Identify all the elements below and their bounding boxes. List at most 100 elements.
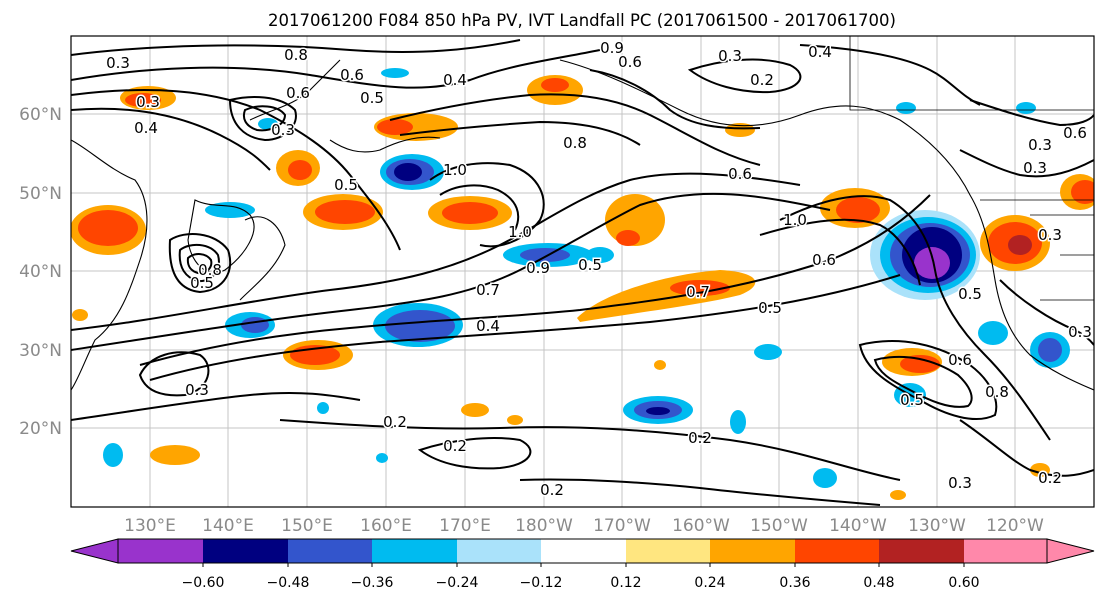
latitude-labels: 60°N 50°N 40°N 30°N 20°N xyxy=(19,105,62,439)
contour-label: 0.9 xyxy=(600,39,624,57)
contour-line xyxy=(389,93,761,166)
contour-line xyxy=(687,58,802,94)
ivt-contours xyxy=(71,39,1094,506)
coastlines xyxy=(71,36,1094,391)
contour-line xyxy=(799,44,981,106)
contour-line xyxy=(71,39,521,56)
colorbar-segment xyxy=(118,539,203,563)
longitude-label: 160°W xyxy=(672,516,730,536)
border-line xyxy=(1040,254,1094,301)
colorbar-tick-label: 0.24 xyxy=(694,575,725,591)
colorbar-segment xyxy=(710,539,795,563)
pv-positive-area xyxy=(507,415,523,425)
contour-line xyxy=(149,274,901,381)
contour-line xyxy=(242,105,287,132)
contour-label: 0.6 xyxy=(340,66,364,84)
contour-label: 0.3 xyxy=(271,121,295,139)
pv-negative-area xyxy=(813,468,837,488)
pv-negative-area xyxy=(646,407,670,415)
contour-label: 0.8 xyxy=(284,46,308,64)
pv-positive-area xyxy=(315,200,375,224)
contour-label: 0.4 xyxy=(134,119,158,137)
latitude-label: 60°N xyxy=(19,105,62,125)
pv-positive-area xyxy=(670,280,730,296)
contour-label: 0.6 xyxy=(618,53,642,71)
contour-line xyxy=(873,355,973,408)
pv-negative-area xyxy=(914,247,950,279)
pv-negative-area xyxy=(376,453,388,463)
contour-line xyxy=(71,49,601,89)
longitude-labels: 130°E 140°E 150°E 160°E 170°E 180°W 170°W 160°W… xyxy=(124,516,1044,536)
border-line xyxy=(849,36,1094,111)
pv-negative-area xyxy=(241,317,269,333)
pv-negative-area xyxy=(1038,338,1062,362)
contour-label: 0.5 xyxy=(190,274,214,292)
colorbar-tick-label: −0.12 xyxy=(520,575,563,591)
longitude-label: 140°E xyxy=(202,516,254,536)
pv-negative-area xyxy=(381,68,409,78)
kamchatka-coastline xyxy=(249,59,341,121)
contour-line xyxy=(71,192,831,351)
longitude-label: 130°W xyxy=(908,516,966,536)
contour-line xyxy=(139,194,931,366)
pv-negative-area xyxy=(520,248,570,262)
map-panel: 0.3 0.80.60.50.41.00.90.60.40.30.20.30.40… xyxy=(70,35,1095,508)
colorbar-segment xyxy=(288,539,372,563)
colorbar-tick-label: −0.36 xyxy=(351,575,394,591)
contour-line xyxy=(138,351,210,397)
contour-label: 0.3 xyxy=(185,381,209,399)
contour-line xyxy=(589,69,761,130)
longitude-label: 120°W xyxy=(986,516,1044,536)
pv-positive-area xyxy=(890,490,906,500)
contour-line xyxy=(71,391,361,421)
contour-label: 0.3 xyxy=(1028,136,1052,154)
longitude-label: 170°W xyxy=(593,516,651,536)
contour-line xyxy=(858,340,998,421)
colorbar xyxy=(70,538,1095,564)
pv-positive-area xyxy=(461,403,489,417)
contour-label: 0.5 xyxy=(360,89,384,107)
contour-label: 0.2 xyxy=(540,481,564,499)
contour-label: 0.8 xyxy=(985,383,1009,401)
colorbar-tick-label: 0.36 xyxy=(779,575,810,591)
aleutian-coastline xyxy=(329,136,441,153)
pv-positive-area xyxy=(654,360,666,370)
contour-line xyxy=(969,99,1094,127)
contour-label: 0.6 xyxy=(812,251,836,269)
pv-negative-area xyxy=(317,402,329,414)
colorbar-extend-high xyxy=(1046,538,1095,564)
pv-positive-area xyxy=(900,355,940,373)
map-frame xyxy=(70,35,1095,508)
contour-label: 0.3 xyxy=(1023,159,1047,177)
contour-line xyxy=(959,149,1094,178)
contour-label: 0.9 xyxy=(526,259,550,277)
longitude-label: 160°E xyxy=(360,516,412,536)
contour-line xyxy=(759,218,921,286)
contour-label: 0.4 xyxy=(443,71,467,89)
contour-label: 0.3 xyxy=(1068,323,1092,341)
pv-positive-area xyxy=(1071,180,1094,204)
contour-label: 0.4 xyxy=(808,43,832,61)
contour-line xyxy=(999,279,1094,346)
contour-line xyxy=(178,243,220,283)
contour-label: 0.2 xyxy=(688,429,712,447)
pv-shading xyxy=(71,68,1094,500)
contour-label: 0.2 xyxy=(383,413,407,431)
longitude-label: 170°E xyxy=(439,516,491,536)
contour-label: 1.0 xyxy=(508,223,532,241)
contour-line xyxy=(779,195,1051,441)
contour-label: 0.8 xyxy=(198,261,222,279)
contour-line xyxy=(71,172,801,331)
longitude-label: 150°E xyxy=(281,516,333,536)
contour-line xyxy=(228,96,297,142)
pv-positive-area xyxy=(725,123,755,137)
north-america-coastline xyxy=(559,59,1094,391)
contour-line xyxy=(279,419,901,481)
contour-label: 1.0 xyxy=(443,161,467,179)
contour-label: 0.6 xyxy=(728,165,752,183)
colorbar-tick-label: −0.60 xyxy=(182,575,225,591)
contour-label: 0.6 xyxy=(1063,124,1087,142)
pv-positive-area xyxy=(541,78,569,92)
colorbar-tick-label: 0.12 xyxy=(610,575,641,591)
